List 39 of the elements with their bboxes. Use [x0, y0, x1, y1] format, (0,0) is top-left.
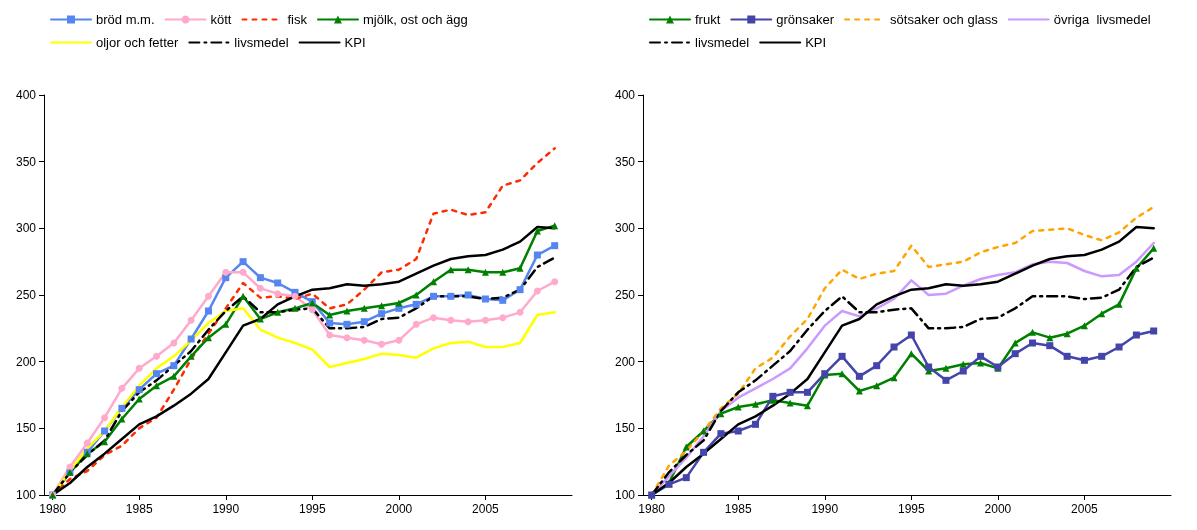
legend-label: livsmedel	[234, 35, 289, 50]
y-tick-label: 250	[614, 288, 636, 302]
x-tick-label: 2000	[385, 502, 413, 516]
y-tick-label: 300	[15, 221, 37, 236]
legend-label: livsmedel	[695, 35, 750, 50]
x-tick-label: 1990	[811, 502, 839, 516]
x-tick-label: 2005	[1071, 502, 1099, 516]
y-tick-label: 350	[15, 154, 37, 169]
legend-label: fisk	[287, 12, 308, 27]
y-tick-label: 400	[15, 88, 37, 102]
y-tick-label: 150	[15, 421, 37, 436]
x-tick-label: 1985	[125, 502, 153, 516]
legend-label: grönsaker	[776, 12, 835, 27]
legend-label: bröd m.m.	[96, 12, 155, 27]
legend-label: sötsaker och glass	[890, 12, 999, 27]
x-tick-label: 1995	[298, 502, 326, 516]
x-tick-label: 1990	[212, 502, 240, 516]
y-tick-label: 300	[614, 221, 636, 236]
y-tick-label: 100	[614, 488, 636, 502]
x-tick-label: 1980	[638, 502, 666, 516]
legend-label: övriga livsmedel	[1053, 12, 1151, 27]
legend-label: frukt	[695, 12, 721, 27]
legend-label: oljor och fetter	[96, 35, 180, 50]
legend-label: kött	[210, 12, 232, 27]
x-tick-label: 1980	[39, 502, 67, 516]
y-tick-label: 400	[614, 88, 636, 102]
x-tick-label: 1995	[897, 502, 925, 516]
y-tick-label: 200	[15, 354, 37, 369]
x-tick-label: 2005	[472, 502, 500, 516]
y-tick-label: 200	[614, 354, 636, 369]
y-tick-label: 100	[15, 488, 37, 502]
y-tick-label: 350	[614, 154, 636, 169]
x-tick-label: 2000	[984, 502, 1012, 516]
legend-label: mjölk, ost och ägg	[362, 12, 468, 27]
y-tick-label: 250	[15, 288, 37, 302]
y-tick-label: 150	[614, 421, 636, 436]
x-tick-label: 1985	[724, 502, 752, 516]
legend-label: KPI	[344, 35, 366, 50]
legend-label: KPI	[805, 35, 827, 50]
